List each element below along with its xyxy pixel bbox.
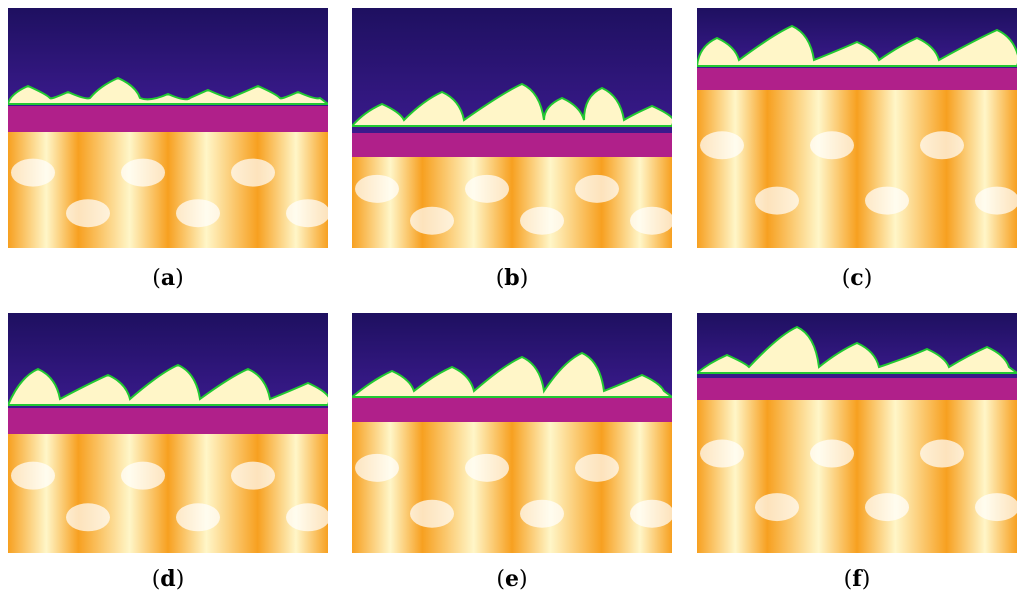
hot-patch (755, 186, 799, 215)
hot-patch (286, 199, 328, 228)
thermal-image-c (697, 8, 1017, 248)
ground-region (697, 90, 1017, 248)
hot-patch (810, 439, 854, 468)
caption-b: (b) (495, 265, 529, 291)
hot-patch (755, 493, 799, 522)
thermal-canvas (697, 313, 1017, 553)
hot-patch (355, 453, 399, 482)
hot-patch (11, 461, 55, 490)
hot-patch (975, 186, 1017, 215)
hot-patch (810, 131, 854, 160)
caption-label: f (852, 566, 862, 592)
hot-patch (355, 174, 399, 203)
caption-label: a (160, 265, 176, 291)
hot-patch (231, 158, 275, 187)
caption-f: (f) (843, 566, 871, 592)
hot-patch (575, 453, 619, 482)
cool-band (352, 398, 672, 422)
hot-patch (920, 131, 964, 160)
hot-patch (520, 499, 564, 528)
hot-patch (520, 206, 564, 235)
thermal-image-f (697, 313, 1017, 553)
hot-patch (920, 439, 964, 468)
hot-patch (630, 499, 672, 528)
hot-patch (630, 206, 672, 235)
hot-patch (700, 131, 744, 160)
cool-band (697, 378, 1017, 400)
hot-patch (231, 461, 275, 490)
hot-patch (11, 158, 55, 187)
hot-patch (465, 453, 509, 482)
hot-patch (286, 503, 328, 532)
canopy-outline (352, 82, 672, 127)
hot-patch (865, 186, 909, 215)
canopy-outline (8, 76, 328, 105)
cool-band (8, 408, 328, 434)
caption-e: (e) (496, 566, 528, 592)
thermal-canvas (8, 313, 328, 553)
canopy-outline (697, 24, 1017, 67)
caption-label: d (160, 566, 176, 592)
hot-patch (176, 503, 220, 532)
hot-patch (121, 461, 165, 490)
caption-label: b (504, 265, 520, 291)
hot-patch (66, 199, 110, 228)
cool-band (8, 106, 328, 132)
thermal-image-e (352, 313, 672, 553)
caption-d: (d) (151, 566, 185, 592)
canopy-outline (8, 363, 328, 406)
thermal-canvas (8, 8, 328, 248)
caption-c: (c) (841, 265, 873, 291)
hot-patch (176, 199, 220, 228)
thermal-image-d (8, 313, 328, 553)
hot-patch (410, 499, 454, 528)
caption-label: c (850, 265, 864, 291)
ground-region (352, 422, 672, 553)
ground-region (8, 132, 328, 248)
caption-a: (a) (152, 265, 184, 291)
cool-band (352, 133, 672, 157)
thermal-image-a (8, 8, 328, 248)
hot-patch (121, 158, 165, 187)
hot-patch (66, 503, 110, 532)
hot-patch (575, 174, 619, 203)
hot-patch (410, 206, 454, 235)
sky-region (8, 8, 328, 106)
thermal-image-b (352, 8, 672, 248)
hot-patch (465, 174, 509, 203)
hot-patch (865, 493, 909, 522)
ground-region (352, 157, 672, 248)
thermal-canvas (352, 8, 672, 248)
cool-band (697, 68, 1017, 90)
ground-region (697, 400, 1017, 553)
ground-region (8, 434, 328, 553)
canopy-outline (697, 325, 1017, 374)
canopy-outline (352, 351, 672, 398)
thermal-canvas (697, 8, 1017, 248)
thermal-canvas (352, 313, 672, 553)
caption-label: e (505, 566, 519, 592)
hot-patch (975, 493, 1017, 522)
hot-patch (700, 439, 744, 468)
